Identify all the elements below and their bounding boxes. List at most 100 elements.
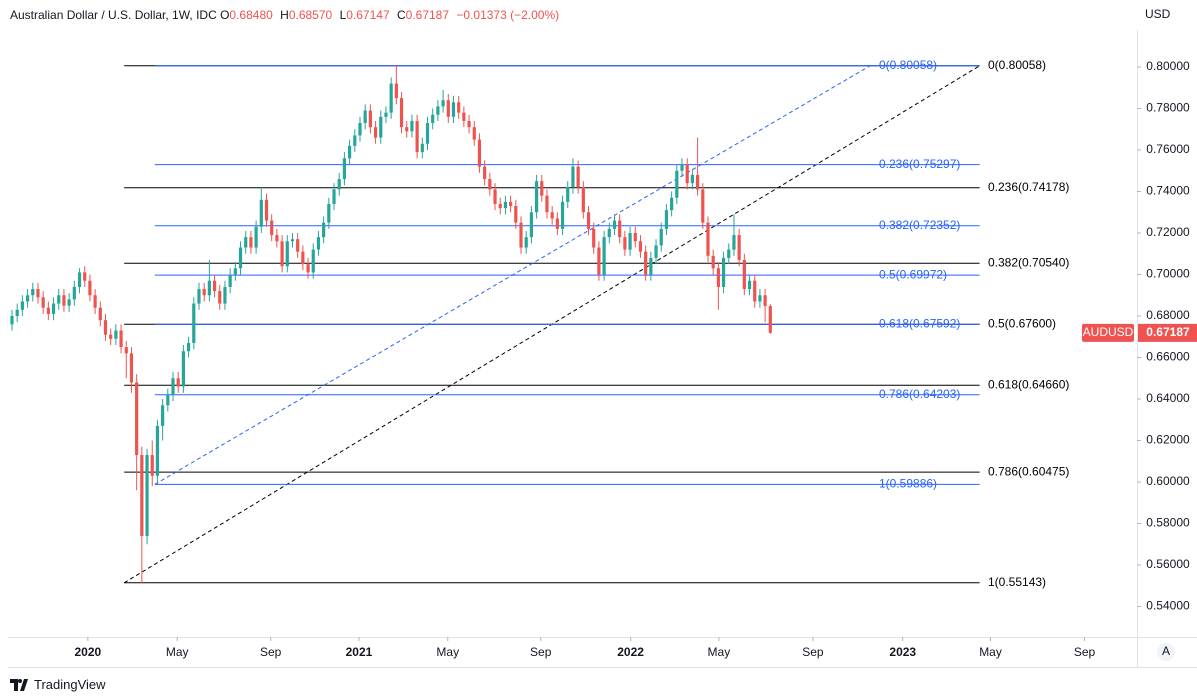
- candle-body: [721, 257, 726, 287]
- candle-body: [218, 291, 222, 304]
- currency-bg: [1137, 0, 1197, 30]
- candle-body: [534, 181, 539, 213]
- candle-body: [10, 315, 14, 325]
- fib-level-label: 0.236(0.74178): [988, 180, 1069, 194]
- candle-body: [202, 289, 206, 296]
- candle-body: [20, 301, 24, 310]
- candle-body: [737, 235, 741, 260]
- candle-body: [415, 120, 419, 153]
- candle-body: [753, 280, 757, 302]
- candle-body: [379, 116, 383, 138]
- legend-key: H: [280, 8, 289, 22]
- legend-key: C: [396, 8, 406, 22]
- fib-level-label: 1(0.59886): [879, 477, 937, 491]
- candle-body: [316, 237, 321, 250]
- candle-body: [623, 237, 627, 250]
- candle-body: [311, 249, 315, 273]
- candle-body: [124, 347, 128, 354]
- candle-body: [586, 212, 591, 229]
- candle-body: [363, 110, 367, 124]
- x-tick-label: 2022: [617, 645, 644, 659]
- candle-body: [296, 239, 300, 252]
- candle-body: [441, 100, 445, 107]
- candle-body: [695, 174, 700, 190]
- candle-body: [581, 187, 585, 213]
- candle-body: [446, 100, 450, 117]
- fib-level-label: 0.786(0.60475): [988, 464, 1069, 478]
- candle-body: [649, 257, 653, 275]
- candle-body: [306, 264, 310, 273]
- x-tick-label: Sep: [1074, 645, 1096, 659]
- candle-body: [612, 220, 617, 229]
- symbol-tag: [1082, 323, 1134, 342]
- y-tick-label: 0.74000: [1146, 184, 1190, 198]
- candle-body: [758, 295, 762, 302]
- candle-body: [358, 123, 362, 136]
- x-tick-label: May: [436, 645, 459, 659]
- candle-body: [114, 330, 118, 339]
- candle-body: [592, 228, 596, 248]
- fib-level-label: 0.382(0.72352): [879, 218, 960, 232]
- candle-body: [768, 306, 772, 333]
- fib-trend-line: [154, 65, 871, 485]
- legend-value: 0.67147: [346, 8, 390, 22]
- candle-layer: [10, 65, 772, 584]
- axis-layer: 0.54000 0.56000 0.58000 0.60000 0.62000 0.640…: [74, 18, 1190, 659]
- y-tick-label: 0.70000: [1146, 267, 1190, 281]
- candle-body: [545, 195, 549, 213]
- auto-scale-label[interactable]: A: [1162, 644, 1170, 658]
- candle-body: [72, 286, 76, 300]
- fib-layer: 0(0.80058) 0.236(0.74178) 0.382(0.70540) 0.…: [123, 58, 1069, 589]
- candle-body: [77, 272, 82, 287]
- auto-scale-button[interactable]: [1157, 643, 1175, 661]
- candle-body: [540, 181, 544, 196]
- x-tick-label: May: [708, 645, 731, 659]
- x-tick-label: May: [979, 645, 1002, 659]
- candle-body: [83, 272, 87, 281]
- candle-body: [62, 295, 66, 306]
- candle-body: [280, 241, 284, 267]
- candle-body: [41, 297, 45, 308]
- candle-body: [451, 102, 456, 117]
- candle-body: [150, 455, 154, 476]
- fib-level-label: 0.5(0.69972): [879, 267, 947, 281]
- y-tick-label: 0.64000: [1146, 391, 1190, 405]
- candle-body: [353, 135, 357, 146]
- candle-body: [57, 295, 61, 304]
- y-tick-label: 0.58000: [1146, 516, 1190, 530]
- candle-body: [483, 166, 487, 180]
- candle-body: [477, 139, 482, 167]
- fib-level-label: 0.382(0.70540): [988, 255, 1069, 269]
- legend-key: O: [220, 8, 230, 22]
- candle-body: [560, 201, 565, 229]
- candle-body: [88, 280, 92, 296]
- candle-body: [327, 203, 331, 223]
- candle-body: [192, 303, 196, 343]
- candle-body: [618, 220, 622, 238]
- brand[interactable]: TradingView: [10, 677, 106, 692]
- candle-body: [690, 174, 695, 184]
- candle-body: [399, 98, 404, 128]
- candle-body: [602, 237, 606, 275]
- legend-change: −0.01373 (−2.00%): [456, 8, 560, 22]
- candle-body: [716, 268, 720, 287]
- candle-body: [571, 166, 575, 188]
- x-tick-label: Sep: [260, 645, 282, 659]
- fib-level-label: 0(0.80058): [988, 58, 1046, 72]
- y-tick-label: 0.66000: [1146, 350, 1190, 364]
- last-price-label: 0.67187: [1146, 325, 1190, 339]
- currency-label: USD: [1145, 7, 1171, 21]
- y-tick-label: 0.76000: [1146, 142, 1190, 156]
- candle-body: [711, 255, 715, 269]
- y-tick-label: 0.56000: [1146, 557, 1190, 571]
- candle-body: [368, 110, 372, 128]
- fib-level-label: 0.618(0.64660): [988, 377, 1069, 391]
- candle-body: [420, 143, 424, 153]
- y-tick-label: 0.78000: [1146, 101, 1190, 115]
- candle-body: [524, 237, 528, 248]
- candle-body: [254, 226, 258, 248]
- candle-body: [654, 245, 658, 258]
- candle-body: [701, 189, 705, 223]
- candle-body: [628, 233, 632, 250]
- candle-body: [685, 164, 689, 184]
